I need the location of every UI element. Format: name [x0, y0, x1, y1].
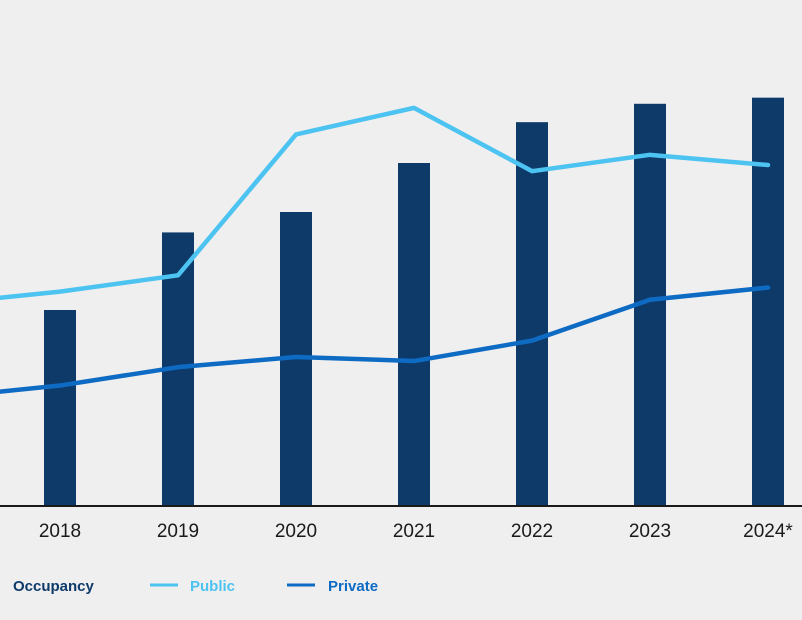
- series-line-private: [0, 285, 771, 394]
- x-tick-label-2021: 2021: [393, 521, 435, 542]
- bar-2018: [44, 310, 76, 506]
- legend-label-occupancy: Occupancy: [13, 578, 95, 595]
- bar-2024: [752, 97, 784, 507]
- x-tick-label-2022: 2022: [511, 521, 553, 542]
- x-tick-label-2019: 2019: [157, 521, 199, 542]
- bar-2021: [398, 163, 430, 506]
- x-tick-label-2023: 2023: [629, 521, 671, 542]
- legend: Occupancy Public Private: [13, 578, 378, 595]
- lines-layer: [0, 105, 771, 394]
- x-tick-label-2020: 2020: [275, 521, 317, 542]
- x-tick-label-2024: 2024*: [743, 521, 793, 542]
- series-line-public: [0, 105, 771, 300]
- x-tick-label-2018: 2018: [39, 521, 81, 542]
- legend-item-private: Private: [287, 578, 378, 595]
- legend-label-private: Private: [328, 578, 378, 595]
- legend-item-occupancy: Occupancy: [13, 578, 95, 595]
- legend-label-public: Public: [190, 578, 235, 595]
- bars-layer: [44, 97, 784, 507]
- bar-2022: [516, 122, 548, 507]
- legend-item-public: Public: [150, 578, 235, 595]
- x-tick-labels: 2018 2019 2020 2021 2022 2023 2024*: [39, 521, 794, 542]
